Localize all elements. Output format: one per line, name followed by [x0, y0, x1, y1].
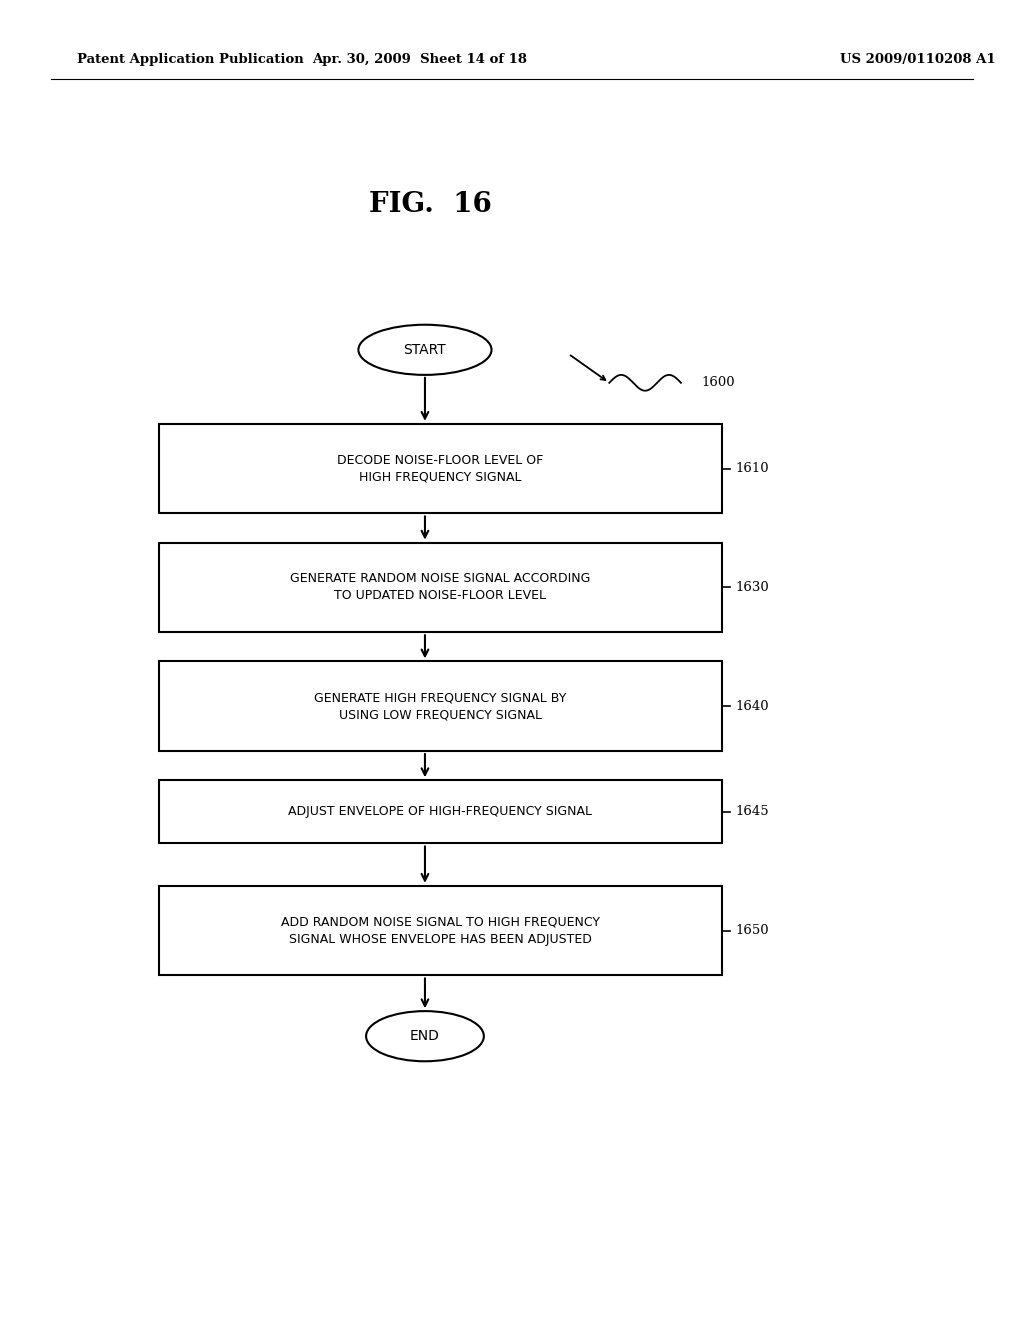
- Text: END: END: [410, 1030, 440, 1043]
- FancyBboxPatch shape: [159, 780, 722, 843]
- Text: START: START: [403, 343, 446, 356]
- FancyBboxPatch shape: [159, 543, 722, 632]
- Text: ADJUST ENVELOPE OF HIGH-FREQUENCY SIGNAL: ADJUST ENVELOPE OF HIGH-FREQUENCY SIGNAL: [289, 805, 592, 818]
- FancyBboxPatch shape: [159, 424, 722, 513]
- Text: 1645: 1645: [735, 805, 769, 818]
- Text: ADD RANDOM NOISE SIGNAL TO HIGH FREQUENCY
SIGNAL WHOSE ENVELOPE HAS BEEN ADJUSTE: ADD RANDOM NOISE SIGNAL TO HIGH FREQUENC…: [281, 916, 600, 945]
- Text: 1630: 1630: [735, 581, 769, 594]
- Ellipse shape: [367, 1011, 483, 1061]
- Text: 1640: 1640: [735, 700, 769, 713]
- Text: Patent Application Publication: Patent Application Publication: [77, 53, 303, 66]
- Text: 1650: 1650: [735, 924, 769, 937]
- Text: DECODE NOISE-FLOOR LEVEL OF
HIGH FREQUENCY SIGNAL: DECODE NOISE-FLOOR LEVEL OF HIGH FREQUEN…: [337, 454, 544, 483]
- Text: 1600: 1600: [701, 376, 735, 389]
- Text: GENERATE RANDOM NOISE SIGNAL ACCORDING
TO UPDATED NOISE-FLOOR LEVEL: GENERATE RANDOM NOISE SIGNAL ACCORDING T…: [290, 573, 591, 602]
- Text: FIG.  16: FIG. 16: [369, 191, 492, 218]
- Text: US 2009/0110208 A1: US 2009/0110208 A1: [840, 53, 995, 66]
- Text: 1610: 1610: [735, 462, 769, 475]
- Text: GENERATE HIGH FREQUENCY SIGNAL BY
USING LOW FREQUENCY SIGNAL: GENERATE HIGH FREQUENCY SIGNAL BY USING …: [314, 692, 566, 721]
- FancyBboxPatch shape: [159, 886, 722, 975]
- Text: Apr. 30, 2009  Sheet 14 of 18: Apr. 30, 2009 Sheet 14 of 18: [312, 53, 527, 66]
- FancyBboxPatch shape: [159, 661, 722, 751]
- Ellipse shape: [358, 325, 492, 375]
